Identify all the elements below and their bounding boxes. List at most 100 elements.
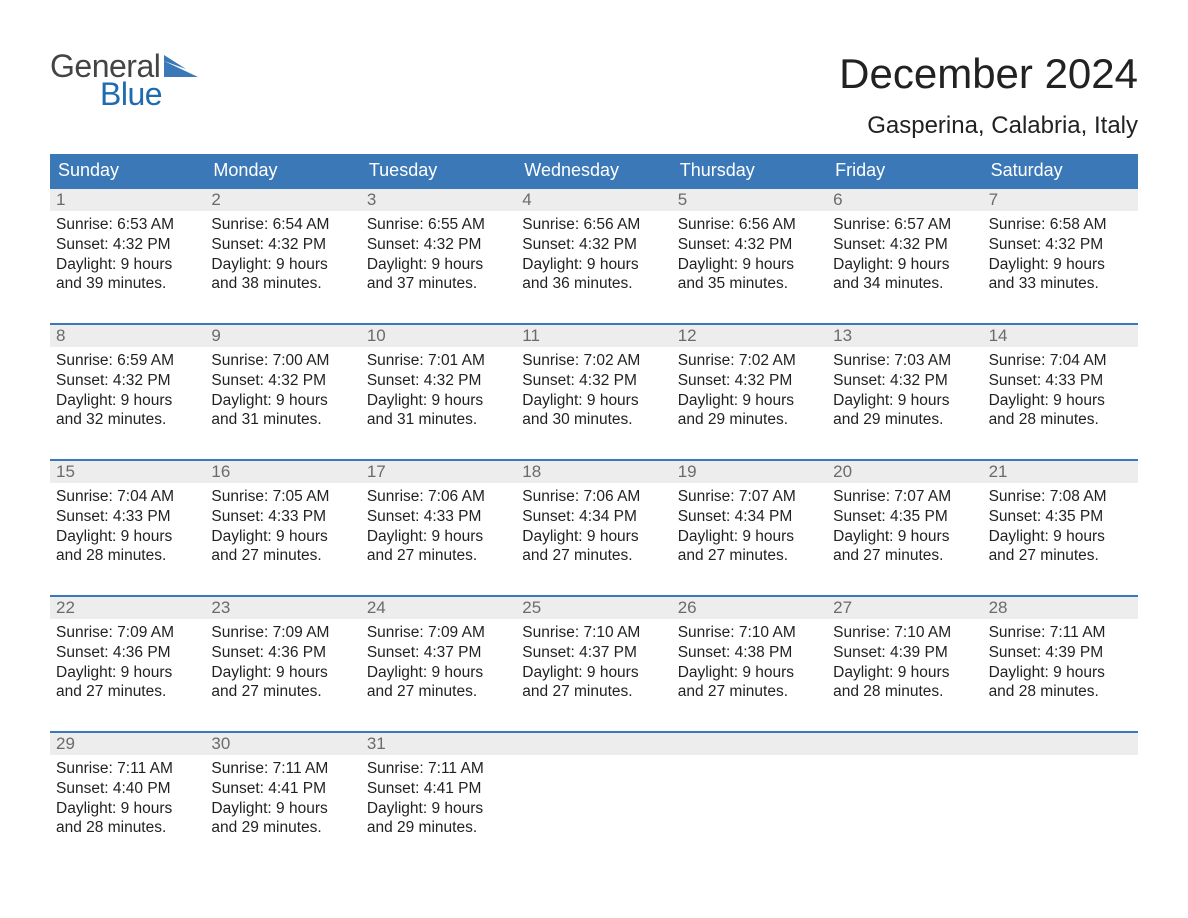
daylight-text-1: Daylight: 9 hours [989, 527, 1132, 547]
day-details-row: Sunrise: 6:59 AMSunset: 4:32 PMDaylight:… [50, 347, 1138, 443]
day-number: 20 [827, 461, 982, 483]
sunrise-text: Sunrise: 7:04 AM [989, 351, 1132, 371]
daylight-text-2: and 28 minutes. [833, 682, 976, 702]
sunrise-text: Sunrise: 7:06 AM [367, 487, 510, 507]
title-block: December 2024 Gasperina, Calabria, Italy [839, 50, 1138, 140]
sunrise-text: Sunrise: 7:02 AM [522, 351, 665, 371]
day-details-row: Sunrise: 6:53 AMSunset: 4:32 PMDaylight:… [50, 211, 1138, 307]
daylight-text-1: Daylight: 9 hours [367, 255, 510, 275]
sunrise-text: Sunrise: 6:55 AM [367, 215, 510, 235]
day-number: 2 [205, 189, 360, 211]
daylight-text-2: and 30 minutes. [522, 410, 665, 430]
sunrise-text: Sunrise: 6:53 AM [56, 215, 199, 235]
daylight-text-2: and 27 minutes. [678, 546, 821, 566]
daylight-text-1: Daylight: 9 hours [989, 255, 1132, 275]
week-row: 15161718192021Sunrise: 7:04 AMSunset: 4:… [50, 459, 1138, 579]
sunset-text: Sunset: 4:32 PM [522, 371, 665, 391]
daylight-text-2: and 37 minutes. [367, 274, 510, 294]
sunrise-text: Sunrise: 6:56 AM [678, 215, 821, 235]
sunrise-text: Sunrise: 7:11 AM [56, 759, 199, 779]
day-details: Sunrise: 7:09 AMSunset: 4:36 PMDaylight:… [50, 619, 205, 715]
daylight-text-1: Daylight: 9 hours [833, 391, 976, 411]
daylight-text-2: and 29 minutes. [833, 410, 976, 430]
sunset-text: Sunset: 4:38 PM [678, 643, 821, 663]
header: General Blue December 2024 Gasperina, Ca… [50, 50, 1138, 140]
month-title: December 2024 [839, 50, 1138, 98]
daylight-text-2: and 27 minutes. [678, 682, 821, 702]
day-number-row: 15161718192021 [50, 459, 1138, 483]
daylight-text-1: Daylight: 9 hours [522, 391, 665, 411]
dow-saturday: Saturday [983, 154, 1138, 187]
daylight-text-2: and 29 minutes. [211, 818, 354, 838]
sunset-text: Sunset: 4:34 PM [522, 507, 665, 527]
sunrise-text: Sunrise: 7:07 AM [678, 487, 821, 507]
daylight-text-2: and 28 minutes. [56, 546, 199, 566]
day-details: Sunrise: 7:04 AMSunset: 4:33 PMDaylight:… [50, 483, 205, 579]
brand-logo: General Blue [50, 50, 198, 110]
day-details: Sunrise: 7:07 AMSunset: 4:34 PMDaylight:… [672, 483, 827, 579]
sunset-text: Sunset: 4:32 PM [56, 371, 199, 391]
daylight-text-2: and 38 minutes. [211, 274, 354, 294]
daylight-text-1: Daylight: 9 hours [678, 527, 821, 547]
day-number: 10 [361, 325, 516, 347]
day-details: Sunrise: 7:04 AMSunset: 4:33 PMDaylight:… [983, 347, 1138, 443]
day-number: 26 [672, 597, 827, 619]
sunset-text: Sunset: 4:37 PM [367, 643, 510, 663]
day-details: Sunrise: 6:54 AMSunset: 4:32 PMDaylight:… [205, 211, 360, 307]
day-number: 1 [50, 189, 205, 211]
day-details: Sunrise: 7:11 AMSunset: 4:41 PMDaylight:… [205, 755, 360, 851]
sunset-text: Sunset: 4:32 PM [367, 371, 510, 391]
day-number: 16 [205, 461, 360, 483]
sunrise-text: Sunrise: 7:09 AM [211, 623, 354, 643]
day-details: Sunrise: 7:07 AMSunset: 4:35 PMDaylight:… [827, 483, 982, 579]
daylight-text-1: Daylight: 9 hours [522, 255, 665, 275]
daylight-text-1: Daylight: 9 hours [678, 255, 821, 275]
daylight-text-1: Daylight: 9 hours [367, 391, 510, 411]
day-number: 9 [205, 325, 360, 347]
day-number: 12 [672, 325, 827, 347]
sunset-text: Sunset: 4:32 PM [989, 235, 1132, 255]
sunrise-text: Sunrise: 7:11 AM [367, 759, 510, 779]
sunrise-text: Sunrise: 7:05 AM [211, 487, 354, 507]
sunset-text: Sunset: 4:32 PM [833, 371, 976, 391]
day-details: Sunrise: 7:06 AMSunset: 4:34 PMDaylight:… [516, 483, 671, 579]
day-details [672, 755, 827, 851]
daylight-text-1: Daylight: 9 hours [367, 527, 510, 547]
daylight-text-1: Daylight: 9 hours [678, 663, 821, 683]
day-of-week-header: Sunday Monday Tuesday Wednesday Thursday… [50, 154, 1138, 187]
daylight-text-2: and 36 minutes. [522, 274, 665, 294]
daylight-text-2: and 39 minutes. [56, 274, 199, 294]
day-number-row: 1234567 [50, 187, 1138, 211]
sunrise-text: Sunrise: 7:11 AM [989, 623, 1132, 643]
sunset-text: Sunset: 4:39 PM [989, 643, 1132, 663]
sunrise-text: Sunrise: 7:11 AM [211, 759, 354, 779]
day-number-row: 22232425262728 [50, 595, 1138, 619]
sunset-text: Sunset: 4:33 PM [989, 371, 1132, 391]
calendar: Sunday Monday Tuesday Wednesday Thursday… [50, 154, 1138, 851]
sunrise-text: Sunrise: 7:08 AM [989, 487, 1132, 507]
sunrise-text: Sunrise: 7:10 AM [522, 623, 665, 643]
daylight-text-2: and 28 minutes. [989, 682, 1132, 702]
day-details: Sunrise: 6:55 AMSunset: 4:32 PMDaylight:… [361, 211, 516, 307]
day-details: Sunrise: 6:57 AMSunset: 4:32 PMDaylight:… [827, 211, 982, 307]
day-details: Sunrise: 7:06 AMSunset: 4:33 PMDaylight:… [361, 483, 516, 579]
daylight-text-2: and 31 minutes. [367, 410, 510, 430]
day-details [516, 755, 671, 851]
sunset-text: Sunset: 4:35 PM [833, 507, 976, 527]
day-number: 13 [827, 325, 982, 347]
daylight-text-1: Daylight: 9 hours [989, 663, 1132, 683]
sunrise-text: Sunrise: 6:58 AM [989, 215, 1132, 235]
day-details-row: Sunrise: 7:09 AMSunset: 4:36 PMDaylight:… [50, 619, 1138, 715]
day-number: 5 [672, 189, 827, 211]
daylight-text-2: and 27 minutes. [367, 682, 510, 702]
sunset-text: Sunset: 4:33 PM [56, 507, 199, 527]
dow-monday: Monday [205, 154, 360, 187]
sunset-text: Sunset: 4:33 PM [367, 507, 510, 527]
sunrise-text: Sunrise: 6:54 AM [211, 215, 354, 235]
daylight-text-2: and 31 minutes. [211, 410, 354, 430]
sunset-text: Sunset: 4:32 PM [211, 371, 354, 391]
sunset-text: Sunset: 4:32 PM [833, 235, 976, 255]
daylight-text-1: Daylight: 9 hours [833, 255, 976, 275]
location: Gasperina, Calabria, Italy [839, 112, 1138, 140]
day-number: 21 [983, 461, 1138, 483]
